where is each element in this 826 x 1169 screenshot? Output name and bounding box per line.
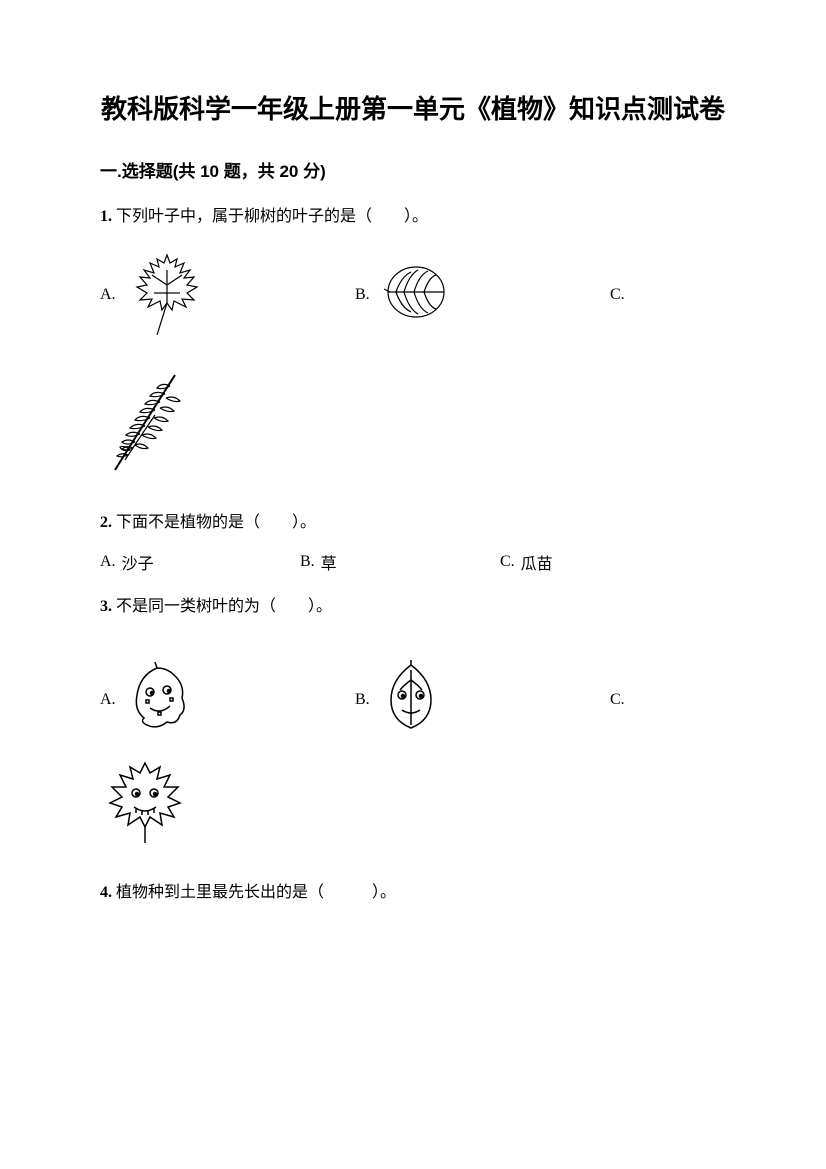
option-label: B.: [300, 553, 315, 571]
options-row: A. 沙子 B. 草 C. 瓜苗: [100, 550, 726, 574]
option-text: 草: [321, 550, 337, 574]
question-number: 2.: [100, 514, 112, 531]
option-b: B. 草: [300, 550, 500, 574]
question-body: 不是同一类树叶的为（ ）。: [116, 598, 332, 615]
question-text: 3. 不是同一类树叶的为（ ）。: [100, 594, 726, 620]
options-row: A.: [100, 660, 726, 740]
options-row: A. B.: [100, 245, 726, 345]
option-c: C.: [610, 691, 690, 709]
option-label: A.: [100, 691, 116, 709]
oval-leaf-icon: [376, 257, 456, 332]
question-2: 2. 下面不是植物的是（ ）。 A. 沙子 B. 草 C. 瓜苗: [100, 510, 726, 575]
option-label: C.: [610, 691, 625, 709]
cartoon-leaf-1-icon: [122, 660, 197, 740]
cartoon-maple-leaf-icon: [100, 755, 726, 850]
option-text: 沙子: [122, 550, 154, 574]
question-text: 2. 下面不是植物的是（ ）。: [100, 510, 726, 536]
section-header: 一.选择题(共 10 题，共 20 分): [100, 157, 726, 182]
option-label: A.: [100, 286, 116, 304]
option-a: A.: [100, 245, 355, 345]
option-a: A. 沙子: [100, 550, 300, 574]
question-number: 4.: [100, 884, 112, 901]
option-text: 瓜苗: [521, 550, 553, 574]
question-1: 1. 下列叶子中，属于柳树的叶子的是（ ）。 A.: [100, 204, 726, 480]
willow-branch-icon: [100, 360, 726, 480]
question-body: 植物种到土里最先长出的是（ ）。: [116, 884, 396, 901]
option-a: A.: [100, 660, 355, 740]
option-label: B.: [355, 286, 370, 304]
question-body: 下列叶子中，属于柳树的叶子的是（ ）。: [116, 208, 428, 225]
question-4: 4. 植物种到土里最先长出的是（ ）。: [100, 880, 726, 906]
option-b: B.: [355, 257, 610, 332]
maple-leaf-icon: [122, 245, 212, 345]
option-label: A.: [100, 553, 116, 571]
page-title: 教科版科学一年级上册第一单元《植物》知识点测试卷: [100, 90, 726, 129]
option-c: C. 瓜苗: [500, 550, 700, 574]
question-text: 4. 植物种到土里最先长出的是（ ）。: [100, 880, 726, 906]
cartoon-leaf-2-icon: [376, 660, 451, 740]
question-number: 3.: [100, 598, 112, 615]
option-b: B.: [355, 660, 610, 740]
option-c: C.: [610, 286, 690, 304]
option-label: C.: [500, 553, 515, 571]
question-number: 1.: [100, 208, 112, 225]
question-body: 下面不是植物的是（ ）。: [116, 514, 316, 531]
question-3: 3. 不是同一类树叶的为（ ）。 A.: [100, 594, 726, 850]
option-label: C.: [610, 286, 625, 304]
option-label: B.: [355, 691, 370, 709]
question-text: 1. 下列叶子中，属于柳树的叶子的是（ ）。: [100, 204, 726, 230]
